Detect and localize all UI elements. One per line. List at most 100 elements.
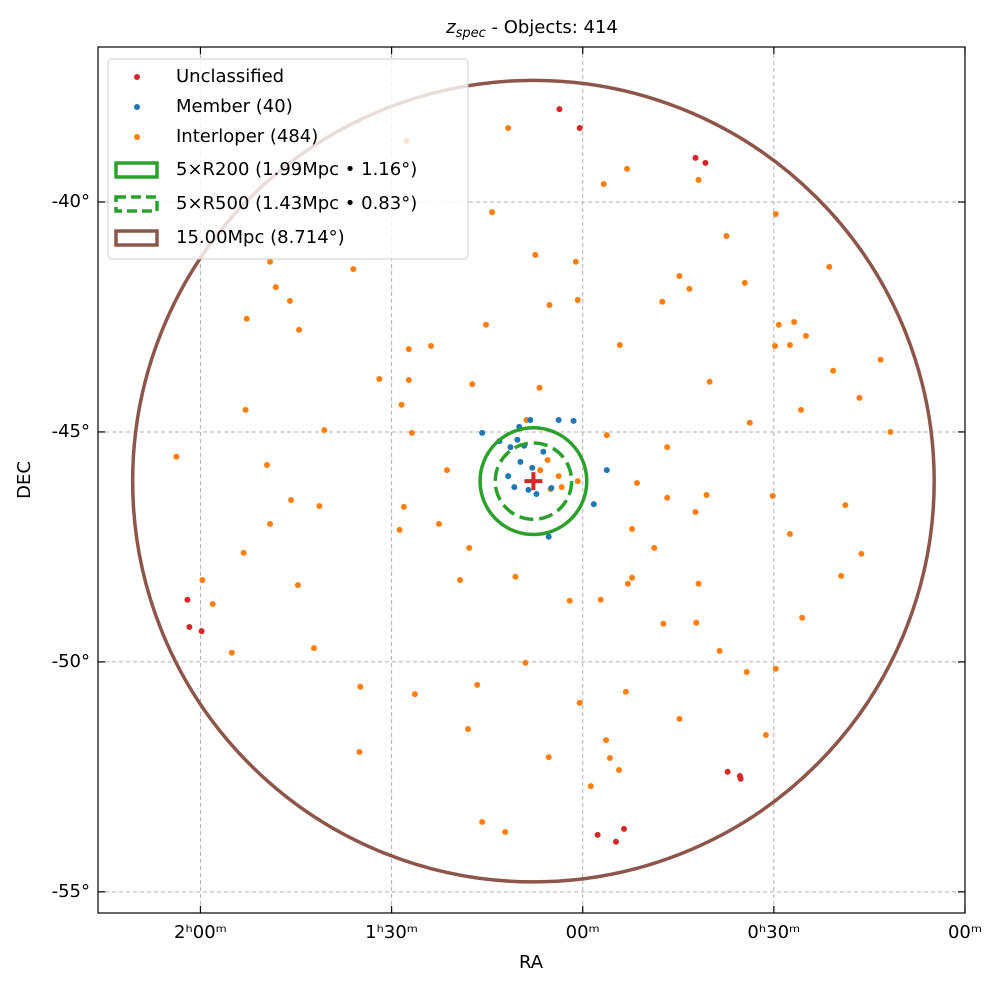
data-point xyxy=(198,628,205,635)
data-point xyxy=(184,596,191,603)
data-point xyxy=(545,754,552,761)
data-point xyxy=(267,258,274,265)
data-point xyxy=(514,436,521,443)
data-point xyxy=(405,376,412,383)
data-point xyxy=(702,159,709,166)
data-point xyxy=(555,473,562,480)
data-point xyxy=(594,831,601,838)
data-point xyxy=(856,394,863,401)
data-point xyxy=(616,766,623,773)
data-point xyxy=(676,715,683,722)
data-point xyxy=(737,775,744,782)
data-point xyxy=(798,406,805,413)
data-point xyxy=(527,416,534,423)
data-point xyxy=(772,342,779,349)
axes-frame xyxy=(97,46,966,914)
y-tick-label: -40° xyxy=(52,191,90,212)
data-point xyxy=(316,502,323,509)
legend-label: Unclassified xyxy=(176,66,284,87)
data-point xyxy=(545,533,552,540)
data-point xyxy=(629,574,636,581)
legend-marker xyxy=(134,134,140,140)
data-point xyxy=(603,432,610,439)
data-point xyxy=(548,485,555,492)
data-point xyxy=(356,749,363,756)
x-tick-label: 00ᵐ xyxy=(566,922,600,943)
data-point xyxy=(469,381,476,388)
data-point xyxy=(444,467,451,474)
data-point xyxy=(826,263,833,270)
data-point xyxy=(723,233,730,240)
data-point xyxy=(396,526,403,533)
data-point xyxy=(408,429,415,436)
data-point xyxy=(830,367,837,374)
data-point xyxy=(695,580,702,587)
data-point xyxy=(537,467,544,474)
data-point xyxy=(505,124,512,131)
data-point xyxy=(505,473,512,480)
data-point xyxy=(556,106,563,113)
data-point xyxy=(522,659,529,666)
data-point xyxy=(517,458,524,465)
data-point xyxy=(629,525,636,532)
data-point xyxy=(532,251,539,258)
data-point xyxy=(724,768,731,775)
data-point xyxy=(427,342,434,349)
data-point xyxy=(511,484,518,491)
data-point xyxy=(288,497,295,504)
y-axis-label: DEC xyxy=(14,461,35,499)
data-point xyxy=(267,520,274,527)
data-point xyxy=(525,486,532,493)
data-point xyxy=(624,165,631,172)
data-point xyxy=(240,549,247,556)
data-point xyxy=(695,176,702,183)
data-point xyxy=(576,699,583,706)
legend-label: 5×R200 (1.99Mpc • 1.16°) xyxy=(176,159,417,180)
data-point xyxy=(350,266,357,273)
radius-circle xyxy=(478,426,589,537)
data-point xyxy=(799,614,806,621)
data-point xyxy=(716,647,723,654)
data-point xyxy=(590,501,597,508)
data-point xyxy=(529,464,536,471)
data-point xyxy=(296,326,303,333)
data-point xyxy=(566,597,573,604)
data-point xyxy=(574,478,581,485)
data-point xyxy=(600,181,607,188)
x-tick-label: 2ʰ00ᵐ xyxy=(174,922,227,943)
title-symbol: z xyxy=(445,17,456,38)
data-point xyxy=(489,209,496,216)
data-point xyxy=(272,284,279,291)
data-point xyxy=(512,573,519,580)
y-tick-label: -50° xyxy=(52,651,90,672)
legend-label: Interloper (484) xyxy=(176,126,318,147)
data-point xyxy=(686,285,693,292)
legend: Unclassified Member (40) Interloper (484) 5… xyxy=(107,58,469,260)
data-point xyxy=(398,401,405,408)
data-point xyxy=(772,665,779,672)
data-point xyxy=(703,491,710,498)
data-point xyxy=(786,531,793,538)
legend-swatch xyxy=(114,195,159,213)
data-point xyxy=(877,356,884,363)
data-point xyxy=(786,342,793,349)
data-point xyxy=(540,448,547,455)
legend-label: Member (40) xyxy=(176,96,293,117)
data-point xyxy=(660,620,667,627)
data-point xyxy=(209,600,216,607)
data-point xyxy=(502,829,509,836)
data-point xyxy=(199,577,206,584)
data-point xyxy=(791,319,798,326)
legend-swatch xyxy=(114,161,159,179)
data-point xyxy=(634,479,641,486)
legend-label: 5×R500 (1.43Mpc • 0.83°) xyxy=(176,193,417,214)
data-point xyxy=(294,582,301,589)
data-point xyxy=(762,732,769,739)
data-point xyxy=(838,572,845,579)
data-point xyxy=(242,406,249,413)
data-point xyxy=(624,580,631,587)
data-point xyxy=(693,619,700,626)
data-point xyxy=(676,273,683,280)
data-point xyxy=(746,419,753,426)
